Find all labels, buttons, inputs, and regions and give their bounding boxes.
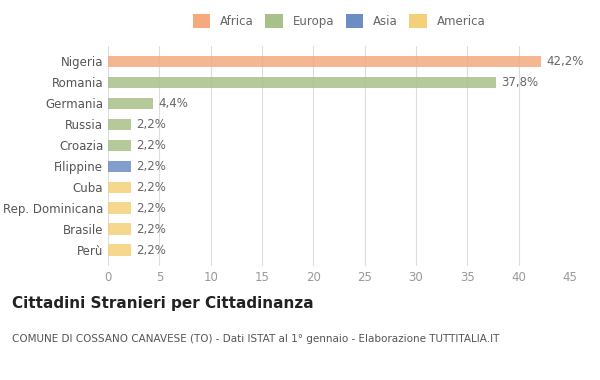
- Text: Cittadini Stranieri per Cittadinanza: Cittadini Stranieri per Cittadinanza: [12, 296, 314, 311]
- Text: 42,2%: 42,2%: [547, 55, 584, 68]
- Bar: [108, 203, 131, 214]
- Bar: [108, 139, 131, 151]
- Text: 2,2%: 2,2%: [136, 223, 166, 236]
- Bar: [108, 182, 131, 193]
- Bar: [108, 55, 541, 67]
- Bar: [108, 223, 131, 235]
- Bar: [108, 98, 153, 109]
- Legend: Africa, Europa, Asia, America: Africa, Europa, Asia, America: [190, 12, 488, 30]
- Text: 2,2%: 2,2%: [136, 202, 166, 215]
- Text: 4,4%: 4,4%: [158, 97, 188, 110]
- Text: 2,2%: 2,2%: [136, 181, 166, 194]
- Bar: [108, 160, 131, 172]
- Bar: [108, 244, 131, 256]
- Text: 2,2%: 2,2%: [136, 118, 166, 131]
- Bar: [108, 77, 496, 88]
- Bar: [108, 119, 131, 130]
- Text: 2,2%: 2,2%: [136, 244, 166, 257]
- Text: 2,2%: 2,2%: [136, 160, 166, 173]
- Text: COMUNE DI COSSANO CANAVESE (TO) - Dati ISTAT al 1° gennaio - Elaborazione TUTTIT: COMUNE DI COSSANO CANAVESE (TO) - Dati I…: [12, 334, 499, 344]
- Text: 37,8%: 37,8%: [501, 76, 538, 89]
- Text: 2,2%: 2,2%: [136, 139, 166, 152]
